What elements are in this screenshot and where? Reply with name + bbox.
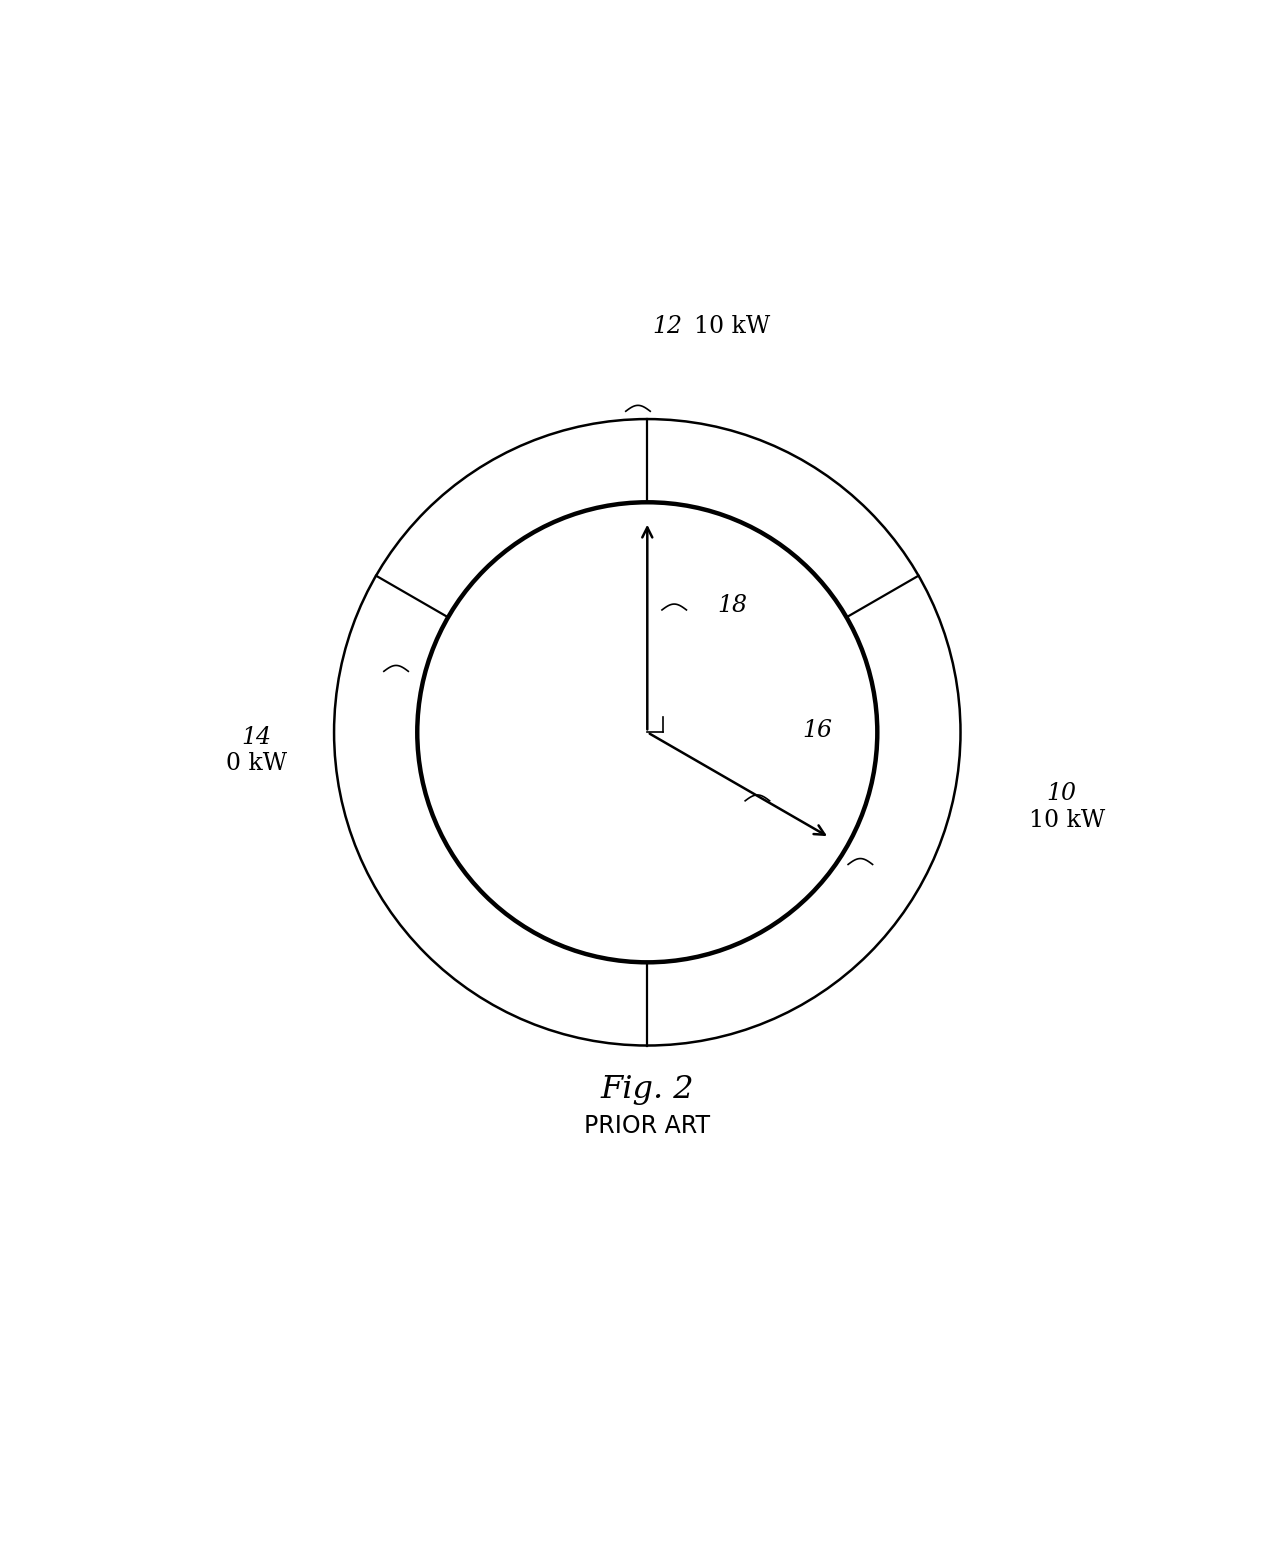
Text: 18: 18 <box>717 594 748 617</box>
Text: 12: 12 <box>652 314 682 337</box>
Text: 16: 16 <box>802 719 832 743</box>
Text: 14: 14 <box>241 726 272 749</box>
Text: 10 kW: 10 kW <box>695 314 770 337</box>
Text: 10 kW: 10 kW <box>1029 809 1105 832</box>
Text: Fig. 2: Fig. 2 <box>600 1074 695 1105</box>
Text: 0 kW: 0 kW <box>226 752 288 775</box>
Text: PRIOR ART: PRIOR ART <box>585 1114 710 1137</box>
Text: 10: 10 <box>1047 783 1076 806</box>
